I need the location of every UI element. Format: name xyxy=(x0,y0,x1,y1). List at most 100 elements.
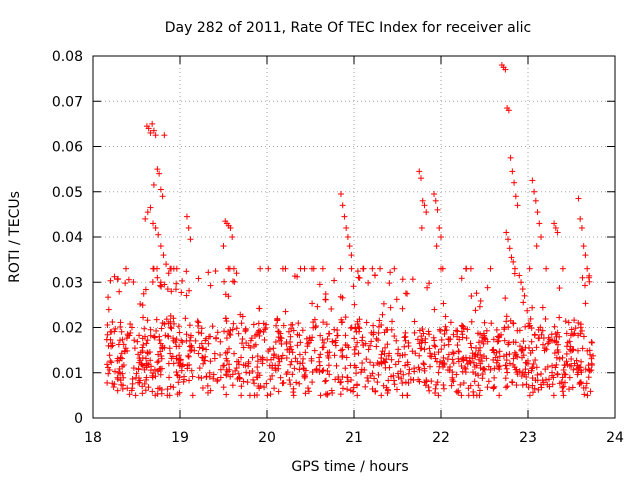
data-point-peak xyxy=(538,234,545,240)
data-point xyxy=(338,347,345,354)
data-point xyxy=(409,276,416,283)
data-point xyxy=(135,375,142,382)
data-point xyxy=(256,332,263,339)
data-point xyxy=(159,344,166,351)
data-point-peak xyxy=(577,215,584,222)
data-point xyxy=(477,344,484,351)
data-point-peak xyxy=(348,252,355,259)
data-point xyxy=(404,359,411,366)
data-point-peak xyxy=(149,120,156,127)
data-point xyxy=(202,337,209,344)
data-point xyxy=(449,356,456,363)
data-point xyxy=(554,371,561,378)
data-point xyxy=(140,290,147,297)
data-point xyxy=(134,338,141,345)
data-point xyxy=(105,364,112,371)
data-point xyxy=(388,356,395,363)
data-point xyxy=(331,326,338,333)
data-point xyxy=(425,328,432,335)
data-point xyxy=(450,360,457,367)
data-point xyxy=(135,379,142,386)
data-point xyxy=(120,362,127,369)
data-point xyxy=(436,363,443,370)
data-point xyxy=(578,327,585,334)
data-point xyxy=(559,265,566,272)
data-point xyxy=(447,319,454,326)
data-point xyxy=(283,355,290,362)
data-point xyxy=(232,367,239,374)
data-point xyxy=(122,265,129,272)
data-point xyxy=(116,288,123,295)
data-point xyxy=(256,305,263,312)
data-point xyxy=(295,320,302,327)
data-point xyxy=(105,370,112,377)
data-point xyxy=(577,330,584,337)
data-point-peak xyxy=(510,258,517,265)
data-point xyxy=(280,322,287,329)
data-point xyxy=(435,369,442,376)
data-point xyxy=(117,337,124,344)
data-point xyxy=(166,345,173,352)
data-point-peak xyxy=(584,265,591,272)
data-point-peak xyxy=(511,179,518,186)
data-point xyxy=(279,380,286,387)
data-point xyxy=(449,349,456,356)
data-point xyxy=(186,377,193,384)
data-point xyxy=(579,274,586,281)
data-point xyxy=(563,358,570,365)
data-point xyxy=(531,385,538,392)
data-point xyxy=(114,374,121,381)
data-point xyxy=(130,365,137,372)
data-point xyxy=(386,280,393,287)
data-point xyxy=(114,387,121,394)
data-point xyxy=(254,353,261,360)
data-point xyxy=(560,366,567,373)
data-point xyxy=(550,392,557,399)
data-point xyxy=(509,379,516,386)
data-point xyxy=(339,353,346,360)
data-point xyxy=(119,385,126,392)
data-point xyxy=(165,333,172,340)
data-point xyxy=(317,351,324,358)
data-point xyxy=(512,352,519,359)
data-point xyxy=(484,384,491,391)
data-point xyxy=(127,329,134,336)
data-point xyxy=(325,354,332,361)
data-point xyxy=(367,342,374,349)
data-point xyxy=(106,352,113,359)
x-tick-label: 21 xyxy=(345,430,363,446)
data-point xyxy=(467,265,474,272)
data-point xyxy=(334,327,341,334)
data-point xyxy=(401,334,408,341)
data-point xyxy=(480,340,487,347)
data-point xyxy=(249,354,256,361)
data-point xyxy=(512,339,519,346)
data-point xyxy=(354,392,361,399)
data-point xyxy=(195,374,202,381)
data-point xyxy=(214,329,221,336)
data-point xyxy=(168,325,175,332)
data-point xyxy=(175,379,182,386)
data-point xyxy=(157,371,164,378)
data-point xyxy=(493,349,500,356)
data-point xyxy=(223,391,230,398)
data-point xyxy=(186,361,193,368)
data-point xyxy=(385,377,392,384)
data-point xyxy=(430,334,437,341)
data-point xyxy=(240,344,247,351)
data-point xyxy=(584,392,591,399)
data-point xyxy=(547,336,554,343)
y-axis-label: ROTI / TECUs xyxy=(7,191,23,283)
data-point xyxy=(510,320,517,327)
data-point xyxy=(506,351,513,358)
data-point xyxy=(186,343,193,350)
data-point xyxy=(520,338,527,345)
data-point xyxy=(352,343,359,350)
data-point xyxy=(145,384,152,391)
data-point xyxy=(205,269,212,276)
data-point xyxy=(277,374,284,381)
data-point xyxy=(125,276,132,283)
data-point-peak xyxy=(419,197,426,204)
data-point xyxy=(240,362,247,369)
data-point xyxy=(275,328,282,335)
